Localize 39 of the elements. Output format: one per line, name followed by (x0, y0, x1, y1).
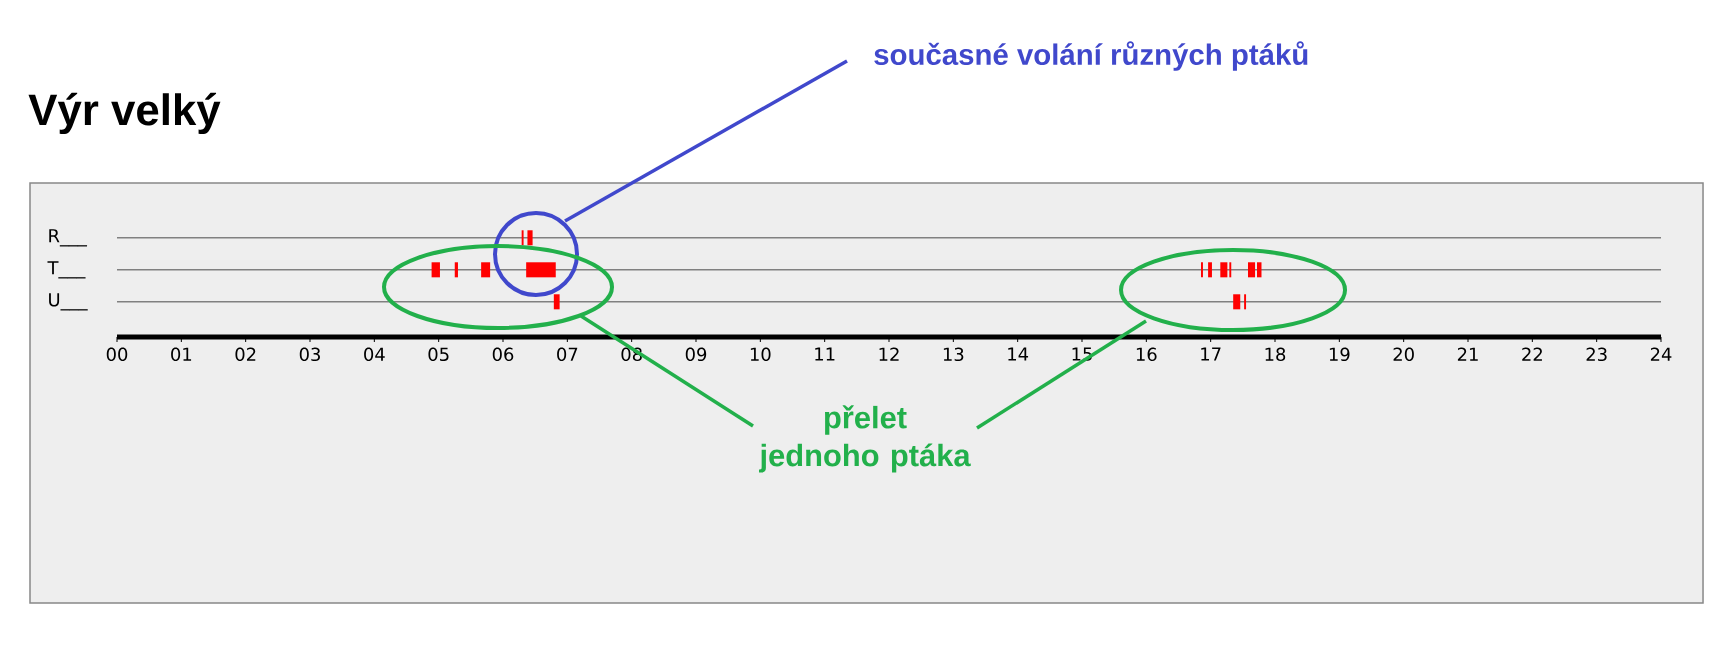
x-tick-label: 07 (557, 347, 578, 362)
bar (1247, 262, 1256, 278)
x-tick-label: 22 (1522, 347, 1542, 361)
bar (454, 262, 458, 278)
y-tick-label: T___ (47, 261, 86, 279)
x-tick-label: 17 (1201, 347, 1221, 361)
x-tick-label: 13 (943, 347, 964, 362)
bar (1208, 262, 1212, 278)
x-tick-label: 04 (364, 347, 385, 362)
bar (481, 262, 491, 278)
x-tick-label: 14 (1008, 347, 1029, 361)
x-tick-label: 21 (1457, 347, 1478, 361)
x-tick-label: 19 (1329, 347, 1350, 362)
bar (526, 262, 556, 278)
x-tick-label: 05 (428, 347, 449, 362)
bar (431, 262, 440, 278)
x-tick-label: 09 (685, 347, 707, 362)
text: přelet jednoho ptáka (759, 405, 971, 473)
bar (1233, 294, 1241, 310)
x-tick-label: 01 (171, 347, 192, 362)
x-tick-label: 16 (1136, 347, 1157, 362)
text: současné volání různých ptáků (874, 41, 1308, 71)
bar (527, 230, 533, 246)
y-tick-label: U___ (49, 293, 88, 311)
x-tick-label: 02 (235, 347, 256, 362)
chart-title: Výr velký (28, 92, 221, 135)
x-tick-label: 12 (879, 347, 899, 361)
x-tick-label: 20 (1393, 347, 1414, 362)
x-tick-label: 03 (299, 347, 320, 362)
bar (1220, 262, 1228, 278)
y-tick-label: R___ (49, 229, 88, 247)
x-tick-label: 00 (106, 347, 128, 362)
bar (553, 294, 560, 310)
x-tick-label: 06 (492, 347, 514, 362)
x-tick-label: 18 (1265, 347, 1286, 362)
x-tick-label: 10 (750, 347, 771, 362)
x-tick-label: 24 (1650, 347, 1672, 361)
x-tick-label: 11 (815, 347, 835, 361)
x-tick-label: 23 (1586, 347, 1607, 362)
